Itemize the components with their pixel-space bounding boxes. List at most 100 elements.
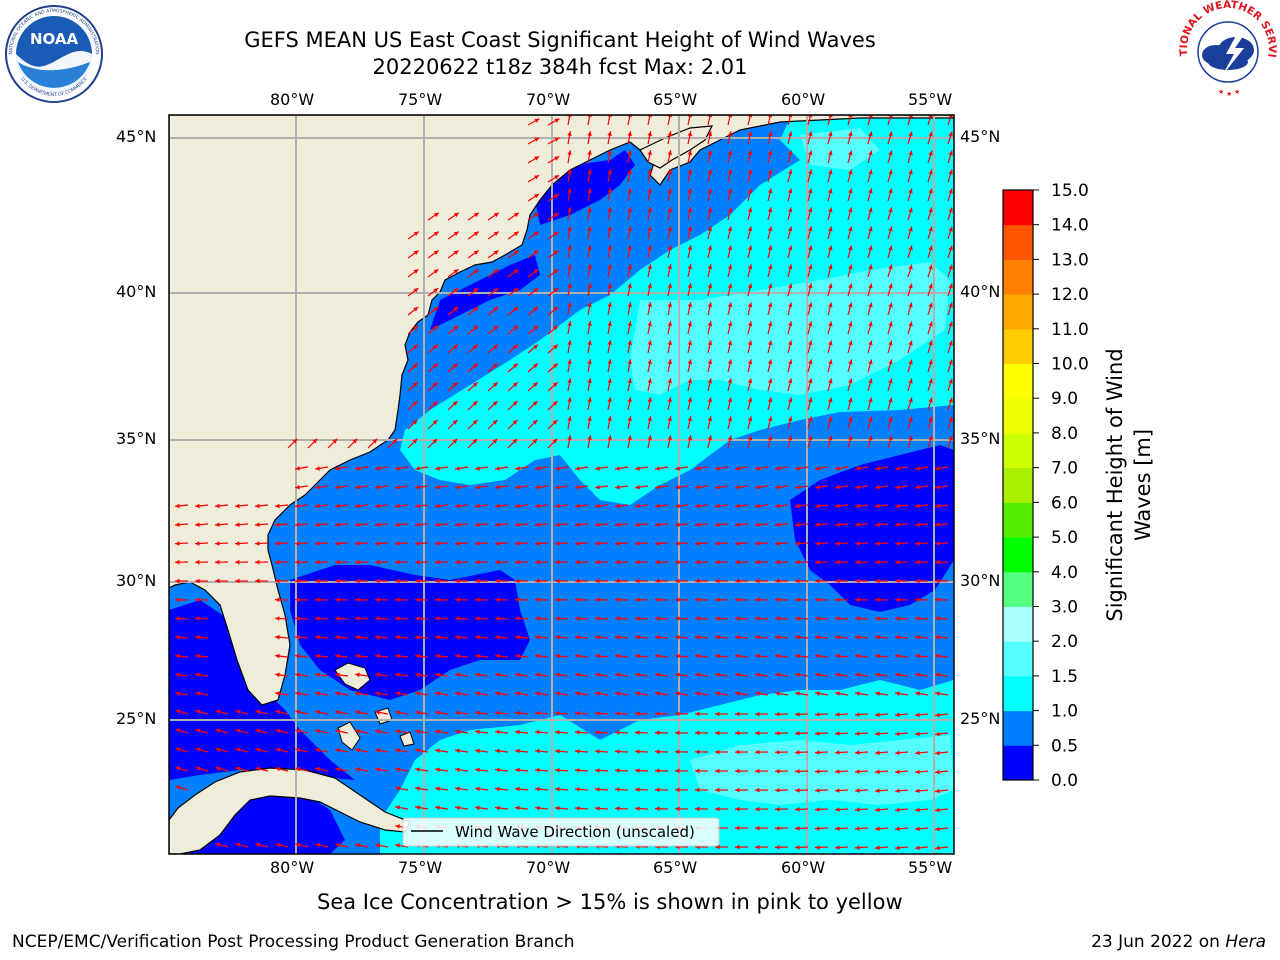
wave-direction-arrowhead <box>375 616 380 621</box>
wave-direction-arrowhead <box>535 786 540 792</box>
wave-direction-arrowhead <box>815 826 820 831</box>
wave-direction-arrowhead <box>435 748 440 753</box>
wave-direction-arrowhead <box>915 731 920 737</box>
wave-direction-arrowhead <box>255 522 260 527</box>
lat-label-left-30n: 30°N <box>116 571 157 590</box>
colorbar-tick-label: 4.0 <box>1051 563 1078 583</box>
wave-direction-arrowhead <box>687 321 693 327</box>
wave-direction-arrowhead <box>828 207 833 213</box>
wave-direction-arrowhead <box>715 597 720 602</box>
wave-direction-arrowhead <box>707 378 713 384</box>
wave-direction-arrowhead <box>735 597 740 602</box>
wave-direction-arrowhead <box>835 466 840 471</box>
wave-direction-arrowhead <box>687 435 693 441</box>
wave-direction-arrowhead <box>555 541 560 546</box>
wave-direction-arrowhead <box>795 769 800 774</box>
wave-direction-arrowhead <box>635 711 640 716</box>
wave-direction-arrowhead <box>727 359 733 365</box>
wave-direction-arrowhead <box>315 767 321 772</box>
wave-direction-arrowhead <box>215 559 220 565</box>
wave-direction-arrowhead <box>472 363 478 369</box>
wave-direction-arrow <box>687 115 691 126</box>
wave-direction-arrowhead <box>888 150 893 156</box>
wave-direction-arrowhead <box>828 169 833 175</box>
wave-direction-arrowhead <box>315 541 320 546</box>
wave-direction-arrowhead <box>195 522 200 527</box>
wave-direction-arrowhead <box>667 416 672 422</box>
wave-direction-arrowhead <box>815 578 820 584</box>
wave-direction-arrowhead <box>475 635 480 640</box>
wave-direction-arrowhead <box>935 466 940 471</box>
wave-direction-arrowhead <box>828 378 833 384</box>
wave-direction-arrowhead <box>888 416 893 422</box>
wave-direction-arrowhead <box>875 807 880 812</box>
wave-direction-arrowhead <box>755 578 760 584</box>
wave-direction-arrowhead <box>175 616 180 621</box>
wave-direction-arrowhead <box>575 749 580 754</box>
wave-direction-arrowhead <box>795 807 800 812</box>
wave-direction-arrowhead <box>455 653 460 659</box>
wave-direction-arrowhead <box>567 340 572 345</box>
wave-direction-arrowhead <box>595 672 600 678</box>
wave-direction-arrowhead <box>815 845 820 850</box>
wave-direction-arrowhead <box>515 522 520 527</box>
wave-direction-arrowhead <box>635 597 640 602</box>
wave-direction-arrowhead <box>695 806 700 812</box>
wave-direction-arrowhead <box>875 635 880 640</box>
wave-direction-arrowhead <box>335 503 340 509</box>
wave-direction-arrowhead <box>775 750 780 755</box>
wave-direction-arrowhead <box>375 635 380 640</box>
wave-direction-arrowhead <box>747 245 753 251</box>
lon-label-top-60w: 60°W <box>781 90 826 109</box>
footer-date-text: 23 Jun 2022 on <box>1091 932 1226 952</box>
wave-direction-arrowhead <box>815 712 820 717</box>
wave-direction-arrowhead <box>532 363 538 369</box>
wave-direction-arrowhead <box>275 747 281 753</box>
wave-direction-arrowhead <box>493 307 499 312</box>
wave-direction-arrowhead <box>395 597 400 602</box>
wave-direction-arrowhead <box>647 226 652 232</box>
wave-direction-arrowhead <box>412 363 418 369</box>
wave-direction-arrowhead <box>435 466 440 471</box>
wave-direction-arrowhead <box>335 578 340 584</box>
wave-direction-arrowhead <box>415 786 420 791</box>
wave-direction-arrowhead <box>555 578 560 584</box>
wave-direction-arrowhead <box>335 466 340 471</box>
wave-direction-arrowhead <box>595 503 600 509</box>
wave-direction-arrowhead <box>707 245 713 251</box>
wave-direction-arrowhead <box>687 188 693 194</box>
wave-direction-arrowhead <box>415 503 420 509</box>
wave-direction-arrowhead <box>587 435 592 440</box>
wave-direction-arrowhead <box>587 264 592 269</box>
wave-direction-arrowhead <box>667 245 672 251</box>
wave-direction-arrowhead <box>415 597 420 602</box>
wave-direction-arrowhead <box>513 231 519 236</box>
wave-direction-arrowhead <box>935 750 940 756</box>
wave-direction-arrowhead <box>413 250 419 255</box>
wave-direction-arrowhead <box>433 269 439 274</box>
wave-direction-arrow <box>807 115 812 126</box>
wave-direction-arrowhead <box>935 578 940 584</box>
wave-direction-arrowhead <box>315 653 320 659</box>
wave-direction-arrowhead <box>835 788 840 793</box>
wave-direction-arrowhead <box>948 207 953 213</box>
wave-direction-arrowhead <box>788 264 793 270</box>
map-legend: Wind Wave Direction (unscaled) <box>402 817 720 847</box>
wave-direction-arrowhead <box>808 416 813 422</box>
wave-direction-arrowhead <box>515 710 520 716</box>
wave-field-blue-gulf-of-maine <box>535 150 635 225</box>
lat-label-right-35n: 35°N <box>960 429 1001 448</box>
wave-direction-arrowhead <box>575 484 580 490</box>
wave-direction-arrowhead <box>627 340 632 346</box>
wave-direction-arrowhead <box>475 466 480 471</box>
wave-direction-arrowhead <box>275 672 280 678</box>
wave-direction-arrowhead <box>948 340 953 346</box>
wave-direction-arrowhead <box>515 653 520 659</box>
wave-direction-arrowhead <box>495 503 500 509</box>
wave-direction-arrowhead <box>795 578 800 584</box>
wave-direction-arrowhead <box>452 401 458 406</box>
wave-direction-arrowhead <box>647 207 652 213</box>
wave-direction-arrowhead <box>475 767 480 773</box>
wave-direction-arrowhead <box>355 635 360 640</box>
wave-direction-arrowhead <box>747 435 753 441</box>
